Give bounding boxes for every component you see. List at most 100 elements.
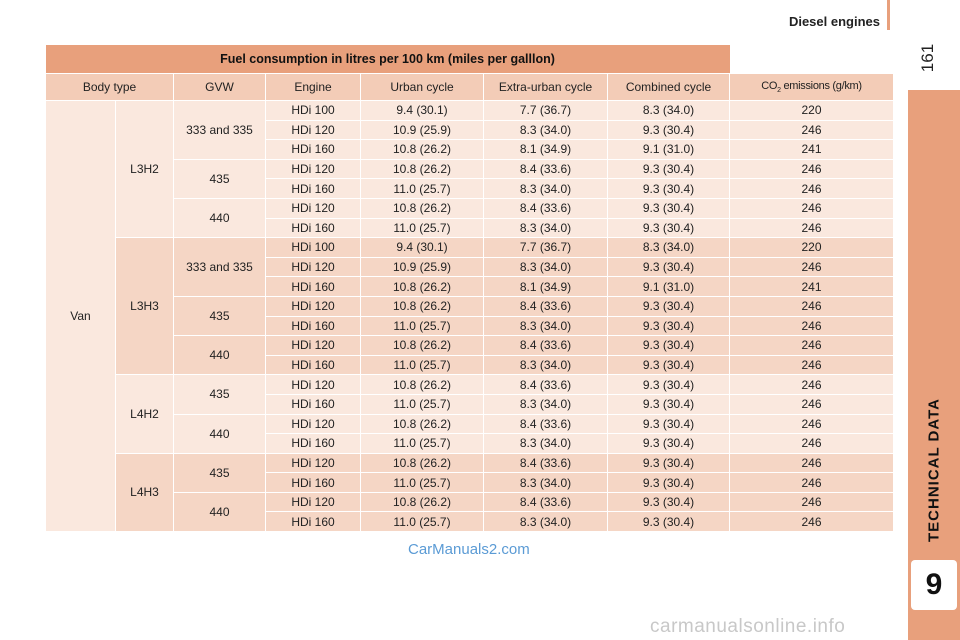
chapter-number: 9 — [911, 560, 957, 610]
cell-co2: 241 — [729, 276, 894, 297]
cell-urban: 10.8 (26.2) — [360, 139, 484, 160]
cell-extra-urban: 8.4 (33.6) — [483, 295, 608, 317]
co2-units: emissions (g/km) — [780, 79, 862, 92]
cell-engine: HDi 160 — [265, 178, 361, 199]
cell-co2: 246 — [729, 315, 894, 337]
cell-extra-urban: 8.4 (33.6) — [483, 335, 608, 356]
cell-urban: 11.0 (25.7) — [360, 511, 484, 533]
cell-combined: 9.1 (31.0) — [607, 139, 730, 160]
cell-co2: 246 — [729, 511, 894, 533]
table-row: L3H3 333 and 335 HDi 100 9.4 (30.1) 7.7 (36.… — [46, 237, 894, 376]
cell-urban: 10.8 (26.2) — [360, 413, 484, 435]
cell-gvw: 333 and 335 — [173, 237, 266, 297]
table-row: 440 HDi 120 10.8 (26.2) 8.4 (33.6) 9.3 (30.4… — [46, 491, 894, 533]
cell-co2: 246 — [729, 393, 894, 415]
cell-urban: 10.9 (25.9) — [360, 256, 484, 278]
cell-extra-urban: 7.7 (36.7) — [483, 237, 608, 258]
cell-extra-urban: 8.4 (33.6) — [483, 491, 608, 513]
cell-co2: 241 — [729, 139, 894, 160]
watermark-carmanualsonline: carmanualsonline.info — [650, 616, 846, 637]
cell-engine: HDi 120 — [265, 413, 361, 435]
co2-subscript: 2 — [777, 87, 781, 95]
table-row: HDi 160 11.0 (25.7) 8.3 (34.0) 9.3 (30.4) 24… — [46, 393, 894, 415]
cell-gvw: 435 — [173, 158, 266, 199]
cell-urban: 11.0 (25.7) — [360, 472, 484, 493]
col-header-co2: CO2 emissions (g/km) — [729, 73, 894, 101]
cell-extra-urban: 8.3 (34.0) — [483, 433, 608, 454]
watermark-carmanuals2: CarManuals2.com — [408, 541, 530, 558]
cell-extra-urban: 8.4 (33.6) — [483, 374, 608, 395]
cell-combined: 9.3 (30.4) — [607, 256, 730, 278]
cell-co2: 246 — [729, 374, 894, 395]
cell-combined: 9.3 (30.4) — [607, 393, 730, 415]
cell-gvw: 333 and 335 — [173, 100, 266, 160]
col-header-combined: Combined cycle — [607, 73, 730, 101]
cell-engine: HDi 120 — [265, 295, 361, 317]
cell-engine: HDi 160 — [265, 472, 361, 493]
table-row: L4H2 435 HDi 120 10.8 (26.2) 8.4 (33.6) 9.3 (… — [46, 374, 894, 454]
cell-co2: 246 — [729, 354, 894, 376]
cell-urban: 9.4 (30.1) — [360, 237, 484, 258]
page-number: 161 — [918, 43, 937, 73]
cell-extra-urban: 7.7 (36.7) — [483, 100, 608, 121]
cell-engine: HDi 120 — [265, 335, 361, 356]
cell-engine: HDi 100 — [265, 100, 361, 121]
cell-body-type: Van — [45, 99, 116, 533]
cell-urban: 10.8 (26.2) — [360, 452, 484, 474]
table-row: L4H3 435 HDi 120 10.8 (26.2) 8.4 (33.6) 9.3 (… — [46, 452, 894, 533]
cell-co2: 246 — [729, 217, 894, 239]
cell-model: L3H2 — [115, 99, 174, 239]
cell-combined: 9.3 (30.4) — [607, 335, 730, 356]
cell-engine: HDi 100 — [265, 237, 361, 258]
col-header-urban: Urban cycle — [360, 73, 484, 101]
cell-engine: HDi 160 — [265, 433, 361, 454]
cell-co2: 246 — [729, 197, 894, 219]
col-header-extra-urban: Extra-urban cycle — [483, 73, 608, 101]
cell-engine: HDi 120 — [265, 491, 361, 513]
cell-gvw: 440 — [173, 335, 266, 376]
chapter-label: TECHNICAL DATA — [925, 398, 943, 542]
cell-combined: 9.3 (30.4) — [607, 178, 730, 199]
cell-combined: 9.3 (30.4) — [607, 158, 730, 180]
table-row: 435 HDi 120 10.8 (26.2) 8.4 (33.6) 9.3 (30.4… — [46, 295, 894, 337]
table-row: HDi 160 10.8 (26.2) 8.1 (34.9) 9.1 (31.0) 24… — [46, 276, 894, 297]
cell-urban: 11.0 (25.7) — [360, 217, 484, 239]
cell-combined: 9.3 (30.4) — [607, 452, 730, 474]
table-row: 435 HDi 120 10.8 (26.2) 8.4 (33.6) 9.3 (30.4… — [46, 158, 894, 199]
cell-engine: HDi 120 — [265, 158, 361, 180]
cell-co2: 246 — [729, 335, 894, 356]
cell-co2: 246 — [729, 178, 894, 199]
cell-gvw: 435 — [173, 452, 266, 493]
fuel-consumption-table: Fuel consumption in litres per 100 km (m… — [45, 45, 894, 533]
cell-combined: 9.3 (30.4) — [607, 197, 730, 219]
cell-co2: 246 — [729, 433, 894, 454]
cell-engine: HDi 120 — [265, 452, 361, 474]
cell-gvw: 440 — [173, 197, 266, 239]
table-title: Fuel consumption in litres per 100 km (m… — [45, 45, 730, 74]
cell-engine: HDi 160 — [265, 511, 361, 533]
header-divider — [887, 0, 890, 30]
cell-urban: 11.0 (25.7) — [360, 354, 484, 376]
cell-urban: 10.8 (26.2) — [360, 491, 484, 513]
cell-combined: 9.3 (30.4) — [607, 491, 730, 513]
chapter-side-tab — [908, 90, 960, 640]
cell-extra-urban: 8.3 (34.0) — [483, 178, 608, 199]
cell-extra-urban: 8.3 (34.0) — [483, 315, 608, 337]
cell-extra-urban: 8.3 (34.0) — [483, 393, 608, 415]
cell-combined: 9.3 (30.4) — [607, 433, 730, 454]
cell-co2: 246 — [729, 158, 894, 180]
cell-combined: 8.3 (34.0) — [607, 100, 730, 121]
col-header-body-type: Body type — [45, 73, 174, 101]
cell-engine: HDi 160 — [265, 217, 361, 239]
cell-gvw: 435 — [173, 374, 266, 415]
table-row: HDi 160 11.0 (25.7) 8.3 (34.0) 9.3 (30.4) 24… — [46, 178, 894, 199]
cell-co2: 246 — [729, 491, 894, 513]
cell-urban: 10.8 (26.2) — [360, 374, 484, 395]
cell-engine: HDi 120 — [265, 256, 361, 278]
cell-gvw: 435 — [173, 295, 266, 337]
cell-urban: 11.0 (25.7) — [360, 433, 484, 454]
cell-extra-urban: 8.4 (33.6) — [483, 158, 608, 180]
cell-co2: 246 — [729, 119, 894, 141]
cell-combined: 9.3 (30.4) — [607, 374, 730, 395]
cell-combined: 9.3 (30.4) — [607, 413, 730, 435]
